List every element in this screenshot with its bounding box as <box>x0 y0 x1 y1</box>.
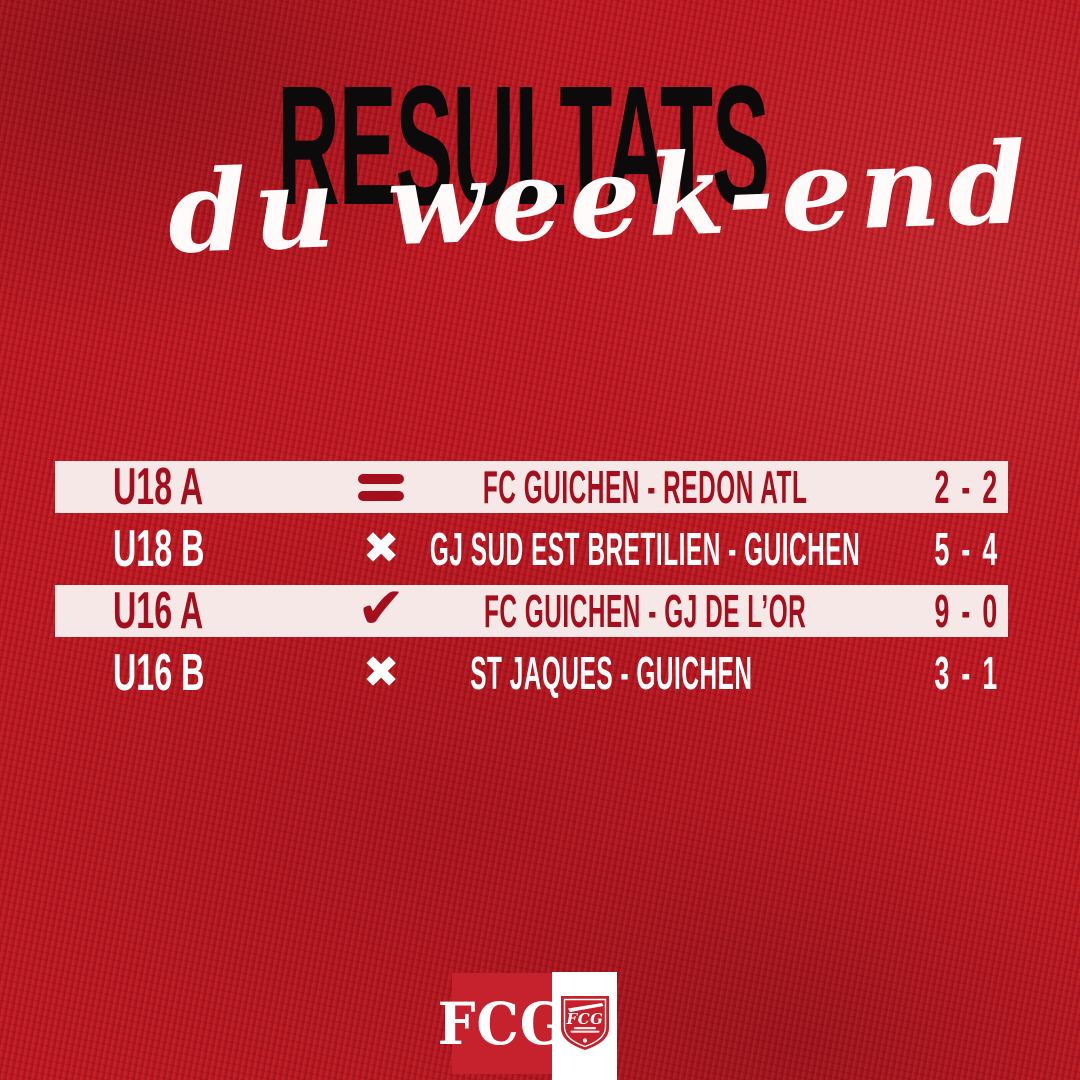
crest-flash-icon <box>567 1003 603 1012</box>
match-label: ST JAQUES - GUICHEN <box>469 647 753 699</box>
team-label-cell: U18 A <box>113 461 333 513</box>
page-subtitle: du week-end <box>165 117 1035 279</box>
loss-icon: ✖ <box>362 647 400 698</box>
results-table: U18 A FC GUICHEN - REDON ATL 2 - 2 U18 B… <box>55 461 1008 709</box>
outcome-cell: ✖ <box>331 647 431 699</box>
score-label: 2 - 2 <box>934 461 1000 513</box>
team-label: U18 A <box>113 458 204 516</box>
match-cell: FC GUICHEN - GJ DE L’OR <box>430 585 860 637</box>
draw-icon <box>358 473 404 501</box>
page-title: RESULTATS <box>41 61 1005 231</box>
outcome-cell: ✖ <box>331 523 431 575</box>
loss-icon: ✖ <box>362 523 400 574</box>
score-cell: 5 - 4 <box>917 523 1017 575</box>
match-cell: FC GUICHEN - REDON ATL <box>430 461 860 513</box>
table-row: U18 A FC GUICHEN - REDON ATL 2 - 2 <box>55 461 1008 513</box>
match-cell: ST JAQUES - GUICHEN <box>430 647 860 699</box>
match-cell: GJ SUD EST BRETILIEN - GUICHEN <box>430 523 860 575</box>
score-cell: 2 - 2 <box>917 461 1017 513</box>
crest-monogram: FCG <box>565 1010 603 1028</box>
score-label: 5 - 4 <box>934 523 1000 575</box>
page-title-text: RESULTATS <box>277 51 770 241</box>
team-label: U18 B <box>113 520 205 578</box>
table-row: U16 A ✔ FC GUICHEN - GJ DE L’OR 9 - 0 <box>55 579 1008 637</box>
match-label: FC GUICHEN - GJ DE L’OR <box>483 585 807 637</box>
fcg-wordmark-logo: FCG <box>438 973 565 1074</box>
team-label-cell: U16 A <box>113 585 333 637</box>
win-icon: ✔ <box>356 574 406 642</box>
table-row: U18 B ✖ GJ SUD EST BRETILIEN - GUICHEN 5… <box>55 523 1008 575</box>
fcg-crest-icon: FCG <box>560 996 609 1050</box>
score-cell: 9 - 0 <box>917 585 1017 637</box>
team-label: U16 B <box>113 644 205 702</box>
fcg-wordmark-text: FCG <box>437 989 567 1058</box>
outcome-cell: ✔ <box>331 579 431 637</box>
team-label-cell: U18 B <box>113 523 333 575</box>
match-label: GJ SUD EST BRETILIEN - GUICHEN <box>429 523 861 575</box>
score-label: 9 - 0 <box>934 585 1000 637</box>
table-row: U16 B ✖ ST JAQUES - GUICHEN 3 - 1 <box>55 647 1008 699</box>
score-label: 3 - 1 <box>934 647 1000 699</box>
match-label: FC GUICHEN - REDON ATL <box>482 461 808 513</box>
team-label: U16 A <box>113 582 204 640</box>
score-cell: 3 - 1 <box>917 647 1017 699</box>
outcome-cell <box>331 461 431 513</box>
team-label-cell: U16 B <box>113 647 333 699</box>
fcg-crest-box: FCG <box>552 972 617 1080</box>
